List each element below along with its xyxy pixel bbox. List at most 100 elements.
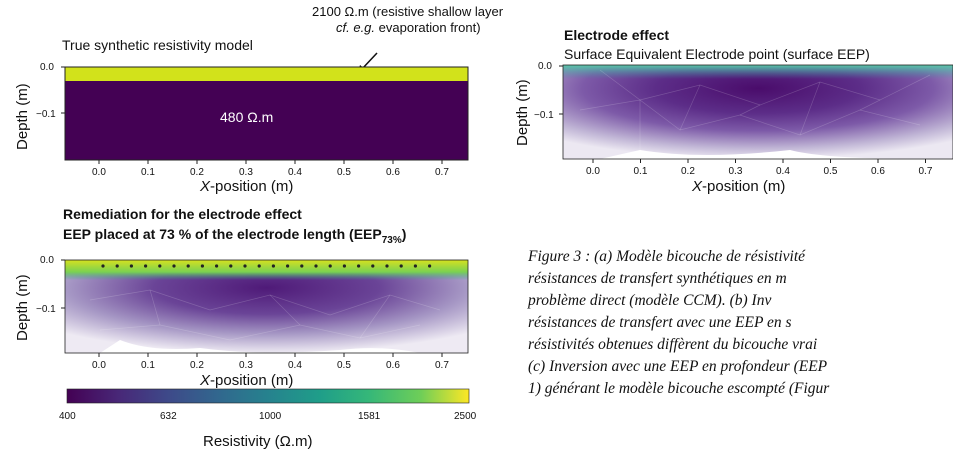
electrode-point [385,264,389,268]
x-tick-label: 0.4 [288,360,302,371]
panel-b-subtitle: Surface Equivalent Electrode point (surf… [564,46,870,62]
annotation-rest: evaporation front) [375,20,481,35]
panel-a-y-ticks: 0.0 −0.1 [36,62,65,120]
panel-c-title-end: ) [401,226,407,242]
panel-b-resistivity-field [563,65,953,159]
electrode-point [300,264,304,268]
caption-line: (c) Inversion avec une EEP en profondeur… [528,358,828,375]
colorbar-ticks: 400 632 1000 1581 2500 [59,411,477,422]
electrode-point [271,264,275,268]
colorbar-tick: 632 [160,411,177,422]
colorbar-tick: 400 [59,411,76,422]
x-tick-label: 0.1 [141,360,155,371]
electrode-point [257,264,261,268]
panel-c-y-ticks: 0.0 −0.1 [36,255,65,315]
x-tick-label: 0.1 [634,166,648,177]
panel-a-xlabel: X-position (m) [199,178,293,195]
x-tick-label: 0.7 [919,166,933,177]
colorbar-tick: 1000 [259,411,282,422]
electrode-point [371,264,375,268]
colorbar-tick: 1581 [358,411,381,422]
caption-line: problème direct (modèle CCM). (b) Inv [528,292,772,309]
y-tick: −0.1 [36,304,56,315]
x-tick-label: 0.1 [141,167,155,178]
y-tick: 0.0 [40,62,54,73]
y-tick: 0.0 [538,61,552,72]
colorbar [66,388,470,404]
caption-line: 1) générant le modèle bicouche escompté … [528,380,830,397]
electrode-point [215,264,219,268]
x-tick-label: 0.6 [871,166,885,177]
y-tick: −0.1 [36,109,56,120]
x-tick-label: 0.6 [386,360,400,371]
panel-c-x-ticks: 0.0 0.1 0.2 0.3 0.4 0.5 0.6 0.7 [92,353,449,371]
panel-b-x-ticks: 0.0 0.1 0.2 0.3 0.4 0.5 0.6 0.7 [586,159,933,177]
annotation-line-1: 2100 Ω.m (resistive shallow layer [312,4,504,19]
figure-caption: Figure 3 : (a) Modèle bicouche de résist… [528,246,829,400]
panel-b-ylabel: Depth (m) [514,79,531,146]
x-tick-label: 0.2 [190,360,204,371]
x-tick-label: 0.5 [824,166,838,177]
electrode-point [158,264,162,268]
top-layer [65,67,468,81]
electrode-points [101,264,432,268]
panel-c-title-subscript: 73% [381,234,402,246]
x-tick-label: 0.5 [337,167,351,178]
electrode-point [186,264,190,268]
panel-c-shallow-zone [65,260,468,280]
panel-c-title-line-1: Remediation for the electrode effect [63,206,302,222]
inner-resistivity-label: 480 Ω.m [220,109,273,125]
panel-b-frame [562,64,953,160]
x-tick-label: 0.3 [239,167,253,178]
caption-line: résistances de transfert avec une EEP en… [528,314,792,331]
electrode-point [144,264,148,268]
x-tick-label: 0.5 [337,360,351,371]
electrode-point [200,264,204,268]
x-tick-label: 0.2 [681,166,695,177]
panel-b-y-ticks: 0.0 −0.1 [534,61,563,121]
annotation-line-2: cf. e.g. evaporation front) [336,20,481,36]
x-tick-label: 0.4 [776,166,790,177]
x-tick-label: 0.0 [92,167,106,178]
x-tick-label: 0.4 [288,167,302,178]
electrode-point [129,264,133,268]
caption-line: résistivités obtenues diffèrent du bicou… [528,336,818,353]
panel-b-xlabel: X-position (m) [691,178,785,195]
y-tick: 0.0 [40,255,54,266]
x-tick-label: 0.7 [435,360,449,371]
caption-line: résistances de transfert synthétiques en… [528,270,787,287]
bottom-layer [65,81,468,160]
colorbar-tick: 2500 [454,411,477,422]
annotation-emphasis: cf. e.g. [336,20,376,35]
electrode-point [399,264,403,268]
colorbar-label: Resistivity (Ω.m) [203,433,313,450]
x-tick-label: 0.0 [586,166,600,177]
x-tick-label: 0.6 [386,167,400,178]
annotation-arrow [361,52,378,70]
electrode-point [314,264,318,268]
electrode-point [101,264,105,268]
electrode-point [428,264,432,268]
panel-b-shallow-zone [563,65,953,79]
electrode-point [286,264,290,268]
panel-c-ylabel: Depth (m) [14,274,31,341]
x-tick-label: 0.3 [239,360,253,371]
x-tick-label: 0.2 [190,167,204,178]
electrode-point [115,264,119,268]
electrode-point [243,264,247,268]
electrode-point [172,264,176,268]
electrode-point [413,264,417,268]
electrode-point [342,264,346,268]
panel-a-x-ticks: 0.0 0.1 0.2 0.3 0.4 0.5 0.6 0.7 [92,160,449,178]
caption-line: Figure 3 : (a) Modèle bicouche de résist… [528,248,806,265]
electrode-point [229,264,233,268]
electrode-point [357,264,361,268]
panel-a-title: True synthetic resistivity model [62,37,253,53]
x-tick-label: 0.3 [729,166,743,177]
panel-c-title-main: EEP placed at 73 % of the electrode leng… [63,226,382,242]
panel-c-frame [64,259,469,354]
x-tick-label: 0.0 [92,360,106,371]
